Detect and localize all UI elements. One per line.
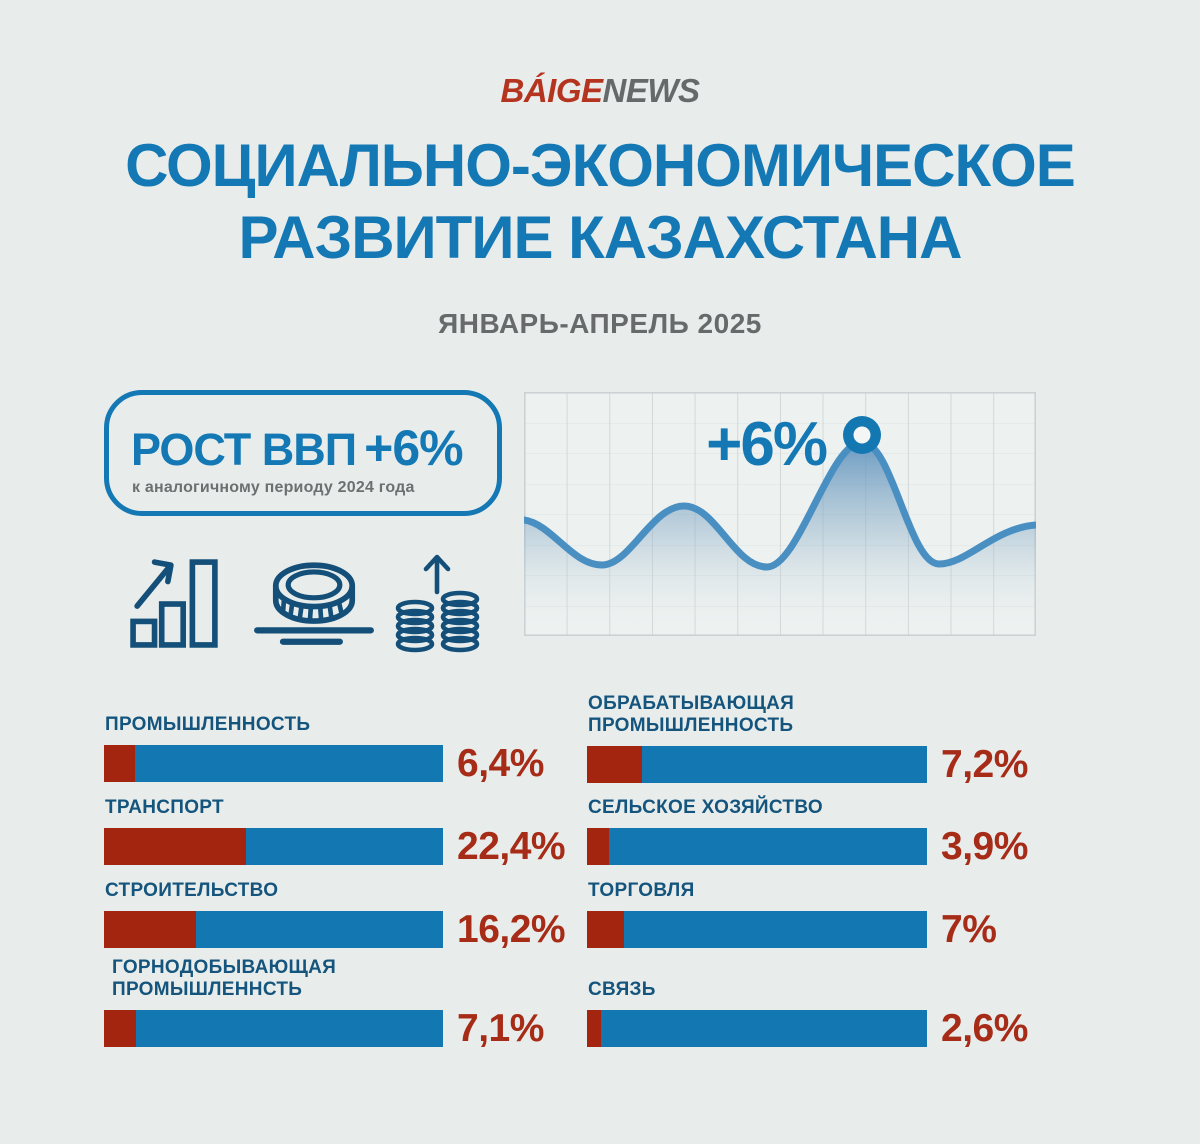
sector-label: СТРОИТЕЛЬСТВО — [105, 880, 279, 901]
sector-value: 16,2% — [457, 907, 566, 951]
sector-bar — [587, 828, 927, 865]
gdp-growth-title: РОСТ ВВП — [131, 424, 357, 475]
sector-bar — [104, 828, 443, 865]
sector-bar-red-segment — [104, 911, 196, 948]
sector-bar — [104, 1010, 443, 1047]
wave-line — [524, 438, 1036, 571]
gdp-wave-chart: +6% — [524, 392, 1036, 636]
sector-bar-red-segment — [104, 1010, 137, 1047]
sector-bar — [587, 1010, 927, 1047]
title-line-2: РАЗВИТИЕ КАЗАХСТАНА — [238, 204, 963, 271]
sector-label: СЕЛЬСКОЕ ХОЗЯЙСТВО — [588, 797, 823, 818]
sector-bar-red-segment — [587, 828, 610, 865]
sector-bar — [587, 746, 927, 783]
sector-value: 2,6% — [941, 1006, 1028, 1050]
sector-row: СЕЛЬСКОЕ ХОЗЯЙСТВО 3,9% — [587, 797, 1028, 868]
logo-news: NEWS — [602, 72, 701, 109]
wave-area — [524, 442, 1036, 636]
sector-label: ОБРАБАТЫВАЮЩАЯ ПРОМЫШЛЕННОСТЬ — [588, 693, 795, 736]
sector-label: ПРОМЫШЛЕННОСТЬ — [105, 714, 311, 735]
wave-annotation: +6% — [706, 410, 827, 479]
sector-label: СВЯЗЬ — [588, 979, 656, 1000]
sector-bar-red-segment — [587, 746, 643, 783]
logo-baige: BÁIGE — [500, 72, 603, 109]
sector-value: 3,9% — [941, 824, 1028, 868]
sector-bar-red-segment — [587, 911, 625, 948]
sector-label: ТОРГОВЛЯ — [588, 880, 695, 901]
sector-row: ГОРНОДОБЫВАЮЩАЯ ПРОМЫШЛЕННСТЬ 7,1% — [104, 957, 544, 1050]
sector-value: 7% — [941, 907, 997, 951]
sector-bar-red-segment — [104, 745, 135, 782]
sector-row: ПРОМЫШЛЕННОСТЬ 6,4% — [104, 714, 544, 785]
logo: BÁIGENEWS — [0, 72, 1200, 110]
page-title: СОЦИАЛЬНО-ЭКОНОМИЧЕСКОЕ РАЗВИТИЕ КАЗАХСТ… — [0, 130, 1200, 274]
gdp-growth-value: +6% — [364, 420, 463, 476]
sector-label: ГОРНОДОБЫВАЮЩАЯ ПРОМЫШЛЕННСТЬ — [112, 957, 337, 1000]
sector-value: 6,4% — [457, 741, 544, 785]
sector-row: СТРОИТЕЛЬСТВО 16,2% — [104, 880, 566, 951]
coin-stacks-arrow-up-icon — [395, 554, 480, 653]
sector-row: СВЯЗЬ 2,6% — [587, 979, 1028, 1050]
growth-bar-chart-icon — [130, 559, 218, 648]
sector-bar — [104, 745, 443, 782]
gdp-growth-headline: РОСТ ВВП +6% — [131, 419, 464, 477]
period-subtitle: ЯНВАРЬ-АПРЕЛЬ 2025 — [438, 308, 762, 339]
sector-value: 7,1% — [457, 1006, 544, 1050]
gdp-growth-note: к аналогичному периоду 2024 года — [132, 479, 415, 496]
sector-bar-red-segment — [587, 1010, 602, 1047]
sector-row: ТРАНСПОРТ 22,4% — [104, 797, 566, 868]
sector-bar — [587, 911, 927, 948]
title-line-1: СОЦИАЛЬНО-ЭКОНОМИЧЕСКОЕ — [125, 132, 1076, 199]
coin-icon — [254, 562, 374, 645]
sector-value: 22,4% — [457, 824, 566, 868]
gdp-growth-card: РОСТ ВВП +6% к аналогичному периоду 2024 … — [104, 390, 502, 516]
sector-bar — [104, 911, 443, 948]
sector-label: ТРАНСПОРТ — [105, 797, 224, 818]
sector-row: ОБРАБАТЫВАЮЩАЯ ПРОМЫШЛЕННОСТЬ 7,2% — [587, 693, 1028, 786]
sector-row: ТОРГОВЛЯ 7% — [587, 880, 997, 951]
sector-bar-red-segment — [104, 828, 247, 865]
sector-value: 7,2% — [941, 742, 1028, 786]
